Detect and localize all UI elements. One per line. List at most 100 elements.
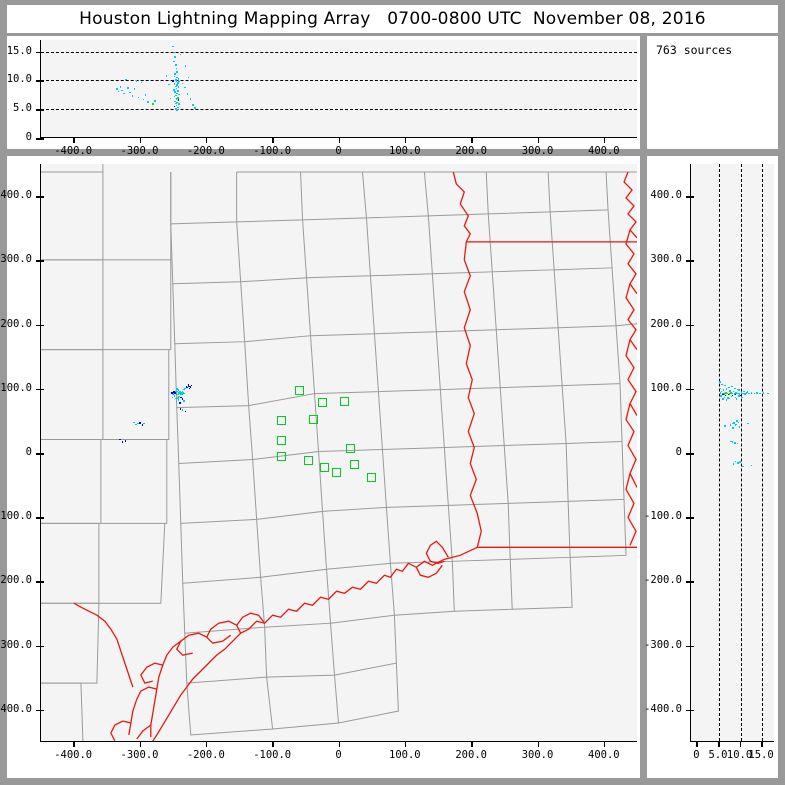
- lightning-source-point: [149, 79, 152, 82]
- lightning-source-point: [738, 393, 741, 395]
- lightning-source-point: [175, 393, 178, 395]
- lightning-source-point: [188, 387, 191, 390]
- axis-tick-label: -100.0: [644, 510, 682, 523]
- lma-station-marker[interactable]: [303, 456, 313, 466]
- lightning-source-point: [719, 392, 722, 394]
- axis-tick-label: 100.0: [650, 381, 682, 394]
- lightning-source-point: [124, 440, 127, 442]
- lightning-source-point: [738, 389, 740, 391]
- axis-tick-mark: [36, 324, 44, 327]
- lightning-source-point: [731, 392, 734, 395]
- lightning-source-point: [173, 105, 176, 108]
- axis-tick-mark: [739, 742, 742, 747]
- axis-tick-label: 15.0: [748, 749, 774, 761]
- lightning-source-point: [724, 384, 726, 387]
- lightning-source-point: [169, 97, 172, 100]
- lightning-source-point: [734, 396, 737, 399]
- lightning-source-point: [727, 397, 729, 399]
- lightning-source-point: [742, 392, 744, 395]
- north-vs-altitude-plot[interactable]: [690, 164, 774, 742]
- lightning-source-point: [748, 392, 750, 395]
- axis-tick-mark: [686, 517, 694, 519]
- axis-tick-mark: [686, 260, 694, 262]
- lma-station-marker[interactable]: [331, 467, 341, 477]
- source-count-panel: 763 sources: [647, 36, 778, 149]
- lma-station-marker[interactable]: [295, 386, 305, 396]
- lightning-source-point: [181, 398, 184, 400]
- lightning-source-point: [173, 75, 176, 78]
- lightning-source-point: [172, 393, 174, 395]
- lma-station-marker[interactable]: [277, 416, 287, 426]
- lma-station-marker[interactable]: [346, 444, 356, 453]
- lightning-source-point: [117, 90, 120, 93]
- axis-tick-label: 5.0: [708, 749, 728, 761]
- lightning-source-point: [728, 393, 731, 395]
- lightning-source-point: [176, 388, 178, 390]
- lightning-source-point: [762, 392, 765, 394]
- axis-tick-label: -200.0: [186, 749, 225, 761]
- lightning-source-point: [177, 86, 180, 88]
- lma-station-marker[interactable]: [308, 415, 318, 425]
- axis-tick-mark: [761, 742, 763, 747]
- lightning-source-point: [750, 464, 753, 467]
- lightning-source-point: [176, 390, 178, 393]
- lightning-source-point: [742, 465, 744, 468]
- axis-tick-mark: [139, 742, 141, 747]
- lightning-source-point: [171, 396, 174, 399]
- lightning-source-point: [734, 393, 737, 396]
- lightning-source-point: [177, 97, 179, 99]
- lightning-source-point: [767, 392, 769, 395]
- axis-tick-label: -400.0: [644, 702, 682, 715]
- lightning-source-point: [733, 393, 736, 395]
- lightning-source-point: [734, 387, 736, 390]
- lightning-source-point: [173, 395, 176, 397]
- lightning-source-point: [147, 101, 149, 103]
- axis-tick-mark: [686, 324, 694, 327]
- lightning-source-point: [176, 76, 178, 79]
- lma-station-marker[interactable]: [318, 398, 328, 408]
- lightning-source-point: [719, 387, 721, 390]
- lightning-source-point: [177, 99, 180, 101]
- axis-tick-label: 300.0: [0, 253, 32, 266]
- lightning-source-point: [178, 392, 180, 395]
- lma-station-marker[interactable]: [276, 435, 286, 445]
- axis-tick-mark: [205, 742, 208, 747]
- lightning-source-point: [175, 397, 177, 400]
- axis-tick-label: 400.0: [588, 749, 620, 761]
- lightning-source-point: [116, 88, 118, 90]
- lightning-source-point: [121, 441, 124, 443]
- lightning-source-point: [736, 420, 738, 422]
- lma-station-marker[interactable]: [276, 451, 286, 461]
- lightning-source-point: [177, 90, 179, 92]
- lightning-source-point: [723, 396, 726, 399]
- lightning-source-point: [731, 385, 733, 388]
- plan-view-map-plot[interactable]: [40, 164, 637, 742]
- lightning-source-point: [175, 94, 177, 97]
- axis-tick-mark: [603, 742, 606, 747]
- lightning-source-point: [178, 395, 180, 398]
- axis-tick-label: -300.0: [120, 749, 159, 761]
- altitude-vs-east-plot[interactable]: [40, 40, 637, 138]
- lma-station-marker[interactable]: [366, 472, 376, 482]
- lma-station-marker[interactable]: [320, 462, 330, 472]
- axis-tick-label: -400.0: [0, 702, 32, 715]
- axis-tick-mark: [686, 709, 694, 712]
- lma-station-marker[interactable]: [339, 397, 349, 407]
- lightning-source-point: [127, 87, 129, 89]
- lightning-source-point: [759, 392, 761, 395]
- lightning-source-point: [174, 56, 176, 58]
- lightning-source-point: [753, 392, 756, 395]
- axis-tick-label: 400.0: [0, 189, 32, 202]
- axis-tick-label: 0: [693, 749, 700, 761]
- altitude-vs-east-panel: 0 5.0 10.0 15.0 -400.0 -300.0 -200.0 -100.0 0 100…: [6, 36, 640, 157]
- lightning-source-point: [734, 424, 737, 427]
- lightning-source-point: [724, 425, 726, 427]
- lma-station-marker[interactable]: [349, 460, 359, 470]
- lightning-source-point: [722, 389, 725, 391]
- axis-tick-label: 10.0: [6, 73, 32, 86]
- lightning-source-point: [187, 384, 190, 386]
- axis-tick-label: 400.0: [650, 189, 682, 202]
- gridline-vertical: [762, 164, 764, 741]
- axis-tick-label: 0: [25, 446, 32, 458]
- axis-tick-mark: [686, 645, 694, 648]
